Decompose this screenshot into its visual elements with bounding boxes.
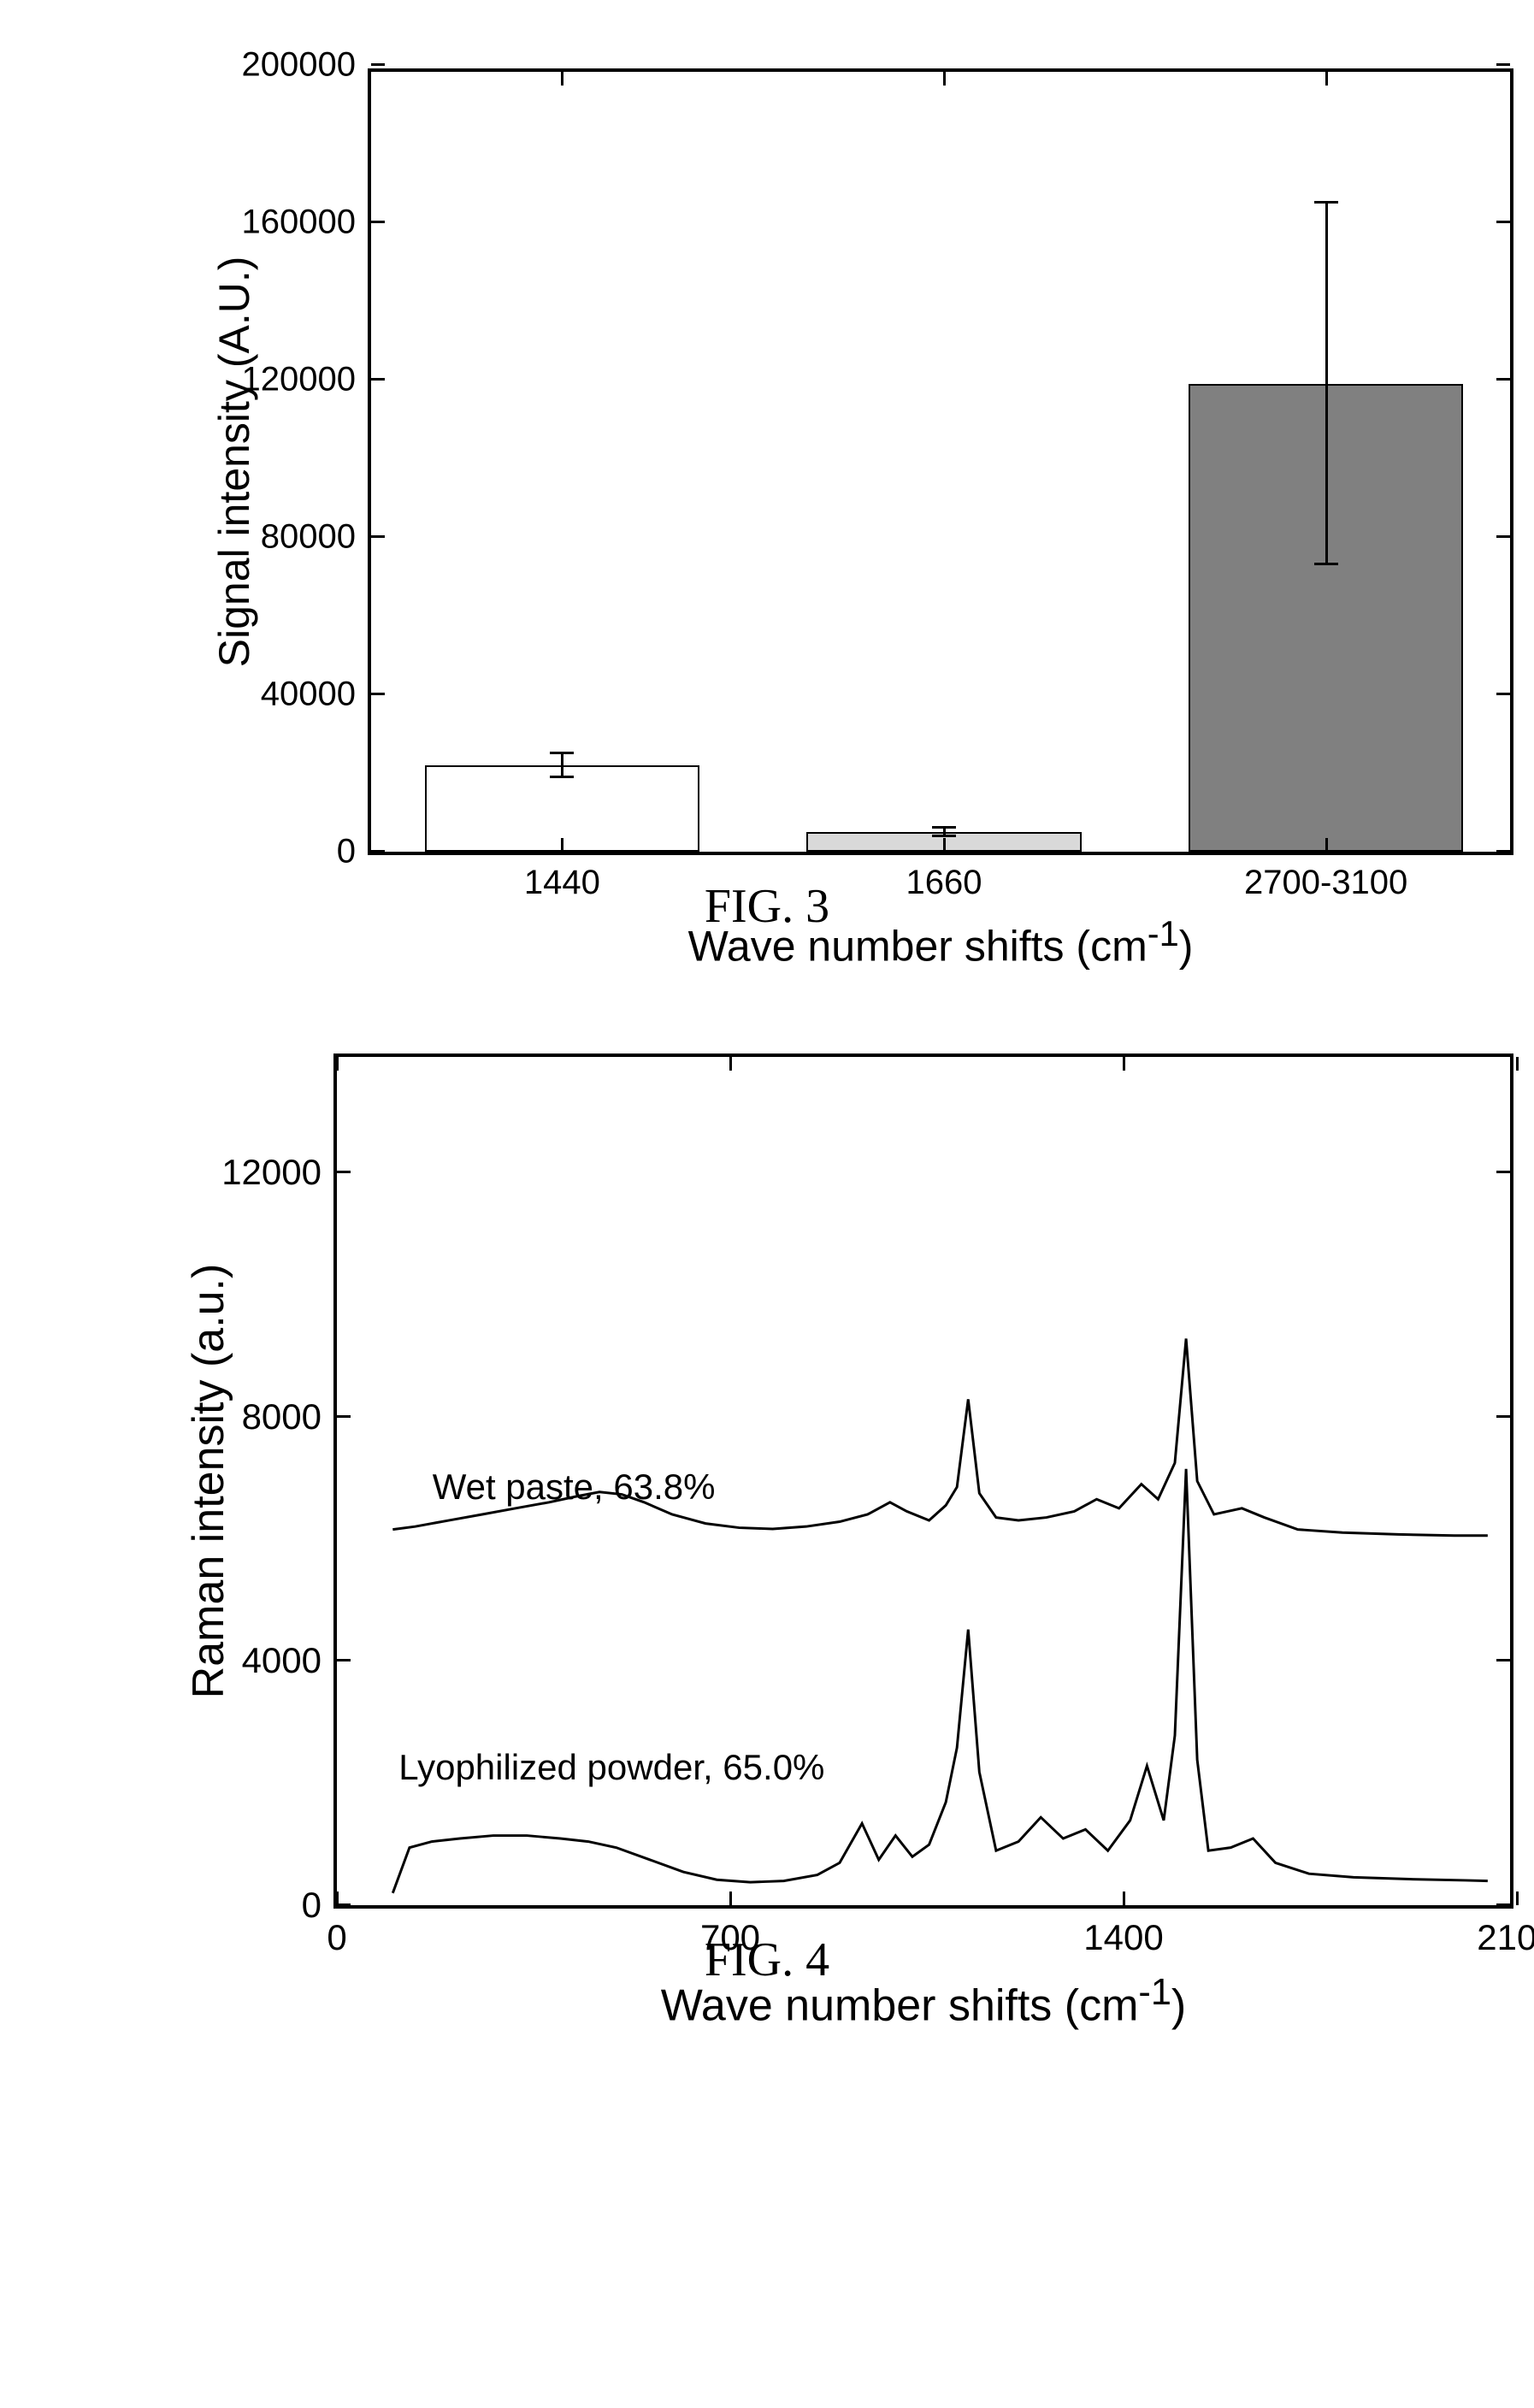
bar-chart: 0400008000012000016000020000014401660270… [368,68,1513,855]
fig3-xtick: 1660 [906,852,982,902]
line-chart: 04000800012000070014002100Wet paste, 63.… [333,1054,1513,1909]
fig3-xtick: 1440 [524,852,600,902]
fig3-ytick: 80000 [261,518,371,557]
figure-3: 0400008000012000016000020000014401660270… [154,68,1380,934]
fig4-xtick: 2100 [1477,1905,1534,1958]
fig4-ytick: 12000 [221,1152,337,1193]
fig3-ytick: 120000 [242,361,371,399]
fig4-xtick: 1400 [1083,1905,1163,1958]
fig3-ytick: 0 [337,833,371,871]
fig4-xlabel: Wave number shifts (cm-1) [661,1972,1187,2031]
fig3-ytick: 160000 [242,204,371,242]
fig4-ytick: 8000 [242,1396,337,1437]
spectrum-trace [392,1469,1488,1893]
fig3-xlabel: Wave number shifts (cm-1) [688,913,1194,971]
figure-4: 04000800012000070014002100Wet paste, 63.… [154,1054,1380,1987]
fig3-ytick: 200000 [242,46,371,85]
trace-label: Lyophilized powder, 65.0% [398,1747,824,1788]
fig3-ylabel: Signal intensity (A.U.) [209,257,259,668]
fig4-xtick: 700 [700,1905,760,1958]
fig4-ylabel: Raman intensity (a.u.) [183,1264,234,1699]
fig3-xtick: 2700-3100 [1244,852,1407,902]
trace-label: Wet paste, 63.8% [433,1467,716,1508]
fig3-ytick: 40000 [261,676,371,714]
fig4-xtick: 0 [327,1905,346,1958]
fig4-ytick: 4000 [242,1640,337,1681]
